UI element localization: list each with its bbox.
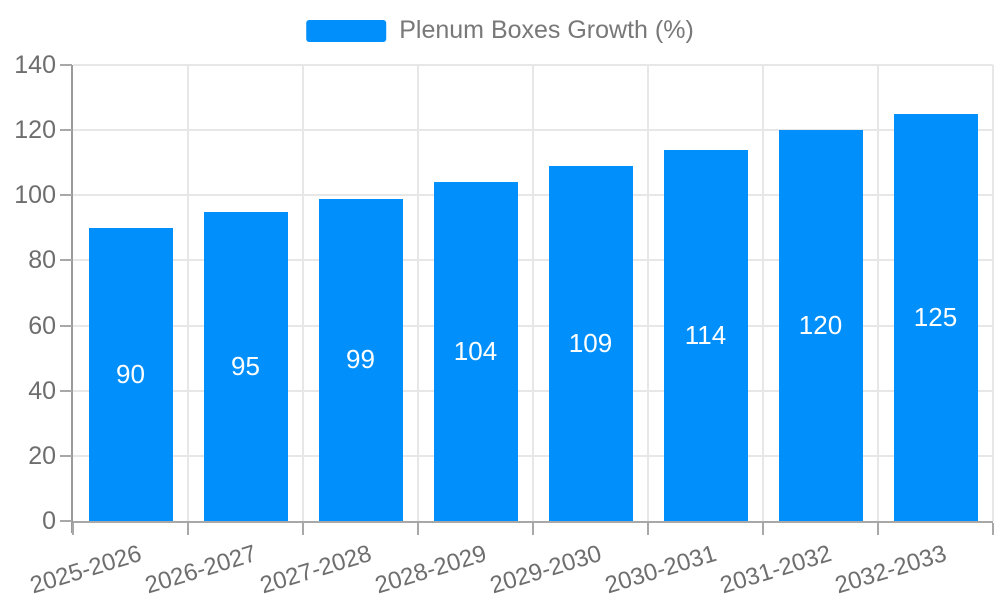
y-axis-tick (60, 64, 72, 66)
bar-value-label: 95 (231, 350, 260, 381)
x-axis-label: 2030-2031 (601, 540, 720, 600)
x-axis-label: 2029-2030 (486, 540, 605, 600)
x-axis-label: 2031-2032 (716, 540, 835, 600)
x-axis-tick (187, 523, 189, 535)
bar[interactable]: 114 (663, 149, 748, 521)
y-axis-tick (60, 454, 72, 457)
x-axis-tick (532, 523, 534, 535)
bar[interactable]: 109 (548, 165, 633, 521)
bar[interactable]: 104 (433, 182, 518, 521)
y-axis-tick (60, 389, 72, 392)
bar-value-label: 109 (568, 327, 613, 358)
bar-value-label: 120 (798, 310, 843, 341)
bar[interactable]: 99 (318, 198, 403, 521)
y-axis-label: 40 (28, 376, 56, 405)
y-axis-label: 140 (14, 51, 56, 79)
y-axis-label: 0 (42, 507, 56, 535)
bar[interactable]: 120 (778, 130, 863, 521)
x-axis-tick (417, 523, 419, 535)
x-axis-line (73, 521, 993, 523)
y-axis-label: 100 (14, 181, 56, 210)
legend-label: Plenum Boxes Growth (%) (399, 16, 694, 44)
y-axis-label: 20 (28, 441, 56, 470)
x-axis-label: 2027-2028 (256, 540, 375, 600)
x-axis-tick (992, 523, 994, 535)
bar-value-label: 114 (684, 319, 727, 350)
legend-swatch (306, 19, 387, 42)
gridline-vertical (187, 65, 189, 521)
gridline-vertical (302, 65, 304, 521)
y-axis-tick (60, 520, 72, 522)
bar-value-label: 104 (453, 336, 498, 367)
y-axis-tick (60, 194, 72, 197)
bar-value-label: 90 (116, 358, 145, 389)
x-axis-tick (647, 523, 649, 535)
y-axis-line (71, 65, 73, 533)
x-axis-label: 2028-2029 (371, 540, 490, 600)
gridline-vertical (877, 65, 879, 521)
gridline-vertical (762, 65, 764, 521)
y-axis-label: 80 (28, 246, 56, 275)
y-axis-label: 120 (14, 116, 56, 145)
gridline-vertical (532, 65, 534, 521)
y-axis-label: 60 (28, 311, 56, 340)
gridline-vertical (417, 65, 419, 521)
bar[interactable]: 90 (88, 227, 173, 521)
gridline-vertical (647, 65, 649, 521)
x-axis-label: 2032-2033 (831, 540, 950, 600)
x-axis-tick (302, 523, 304, 535)
y-axis-tick (60, 129, 72, 132)
x-axis-tick (877, 523, 879, 535)
x-axis-label: 2025-2026 (26, 540, 145, 600)
y-axis-tick (60, 324, 72, 327)
bar-value-label: 125 (913, 301, 958, 332)
x-axis-label: 2026-2027 (141, 540, 260, 600)
y-axis-tick (60, 259, 72, 262)
x-axis-tick (72, 523, 74, 535)
x-axis-tick (762, 523, 764, 535)
bar[interactable]: 95 (203, 211, 288, 521)
legend-item[interactable]: Plenum Boxes Growth (%) (306, 16, 694, 45)
gridline-vertical (992, 65, 994, 521)
bar-value-label: 99 (346, 344, 375, 375)
bar[interactable]: 125 (893, 113, 978, 521)
